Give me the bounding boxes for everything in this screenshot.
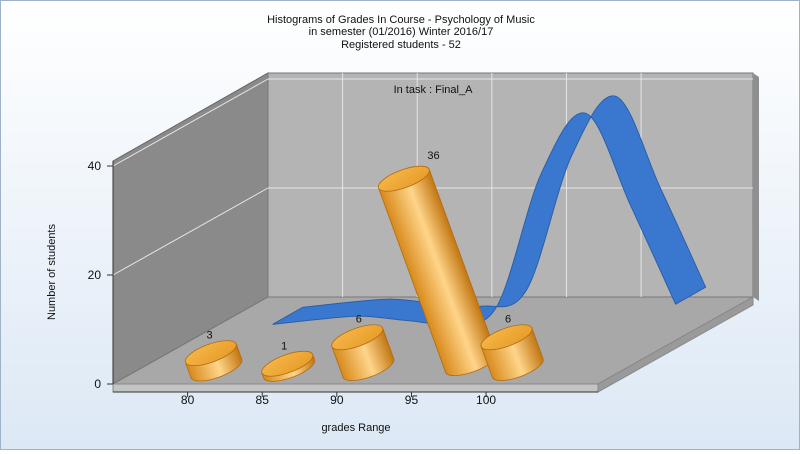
chart-title-line-1: Histograms of Grades In Course - Psychol… — [267, 14, 535, 26]
chart-title-line-3: Registered students - 52 — [341, 39, 461, 51]
bar-cap — [331, 324, 384, 351]
x-axis-label: grades Range — [321, 422, 390, 434]
bar-cap — [377, 165, 430, 192]
histogram-bar — [480, 324, 544, 381]
floor-front-edge — [112, 383, 599, 393]
x-tick-label: 85 — [256, 393, 270, 407]
floor-right-edge — [597, 296, 754, 393]
x-tick-label: 90 — [330, 393, 344, 407]
bar-cap — [480, 324, 533, 351]
bar-value-label: 1 — [281, 341, 287, 353]
y-tick-label: 20 — [88, 268, 102, 282]
y-tick-label: 40 — [88, 159, 102, 173]
histogram-bar — [331, 324, 395, 381]
bar-value-label: 6 — [356, 313, 362, 325]
bar-value-label: 36 — [427, 150, 439, 162]
back-wall-right-edge — [753, 73, 759, 301]
bar-cap — [184, 340, 237, 367]
task-annotation: In task : Final_A — [394, 84, 474, 96]
histogram-bar — [184, 340, 243, 382]
gridlines — [112, 73, 753, 297]
x-tick-label: 80 — [181, 393, 195, 407]
y-axis-label: Number of students — [46, 224, 58, 320]
histogram-bar — [261, 350, 316, 382]
bar-cap — [261, 350, 314, 377]
x-tick-label: 100 — [476, 393, 496, 407]
bar-value-label: 6 — [505, 313, 511, 325]
chart-title-line-2: in semester (01/2016) Winter 2016/17 — [309, 26, 494, 38]
y-tick-label: 0 — [94, 377, 101, 391]
gridline-side — [112, 78, 269, 167]
gridline-side — [112, 187, 269, 276]
bar-value-label: 3 — [207, 330, 213, 342]
x-tick-label: 95 — [405, 393, 419, 407]
